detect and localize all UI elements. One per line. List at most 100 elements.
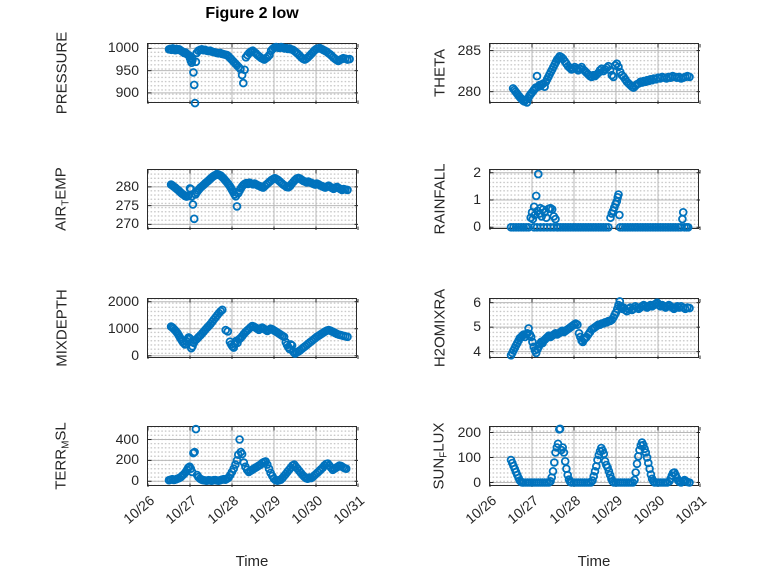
y-tick-label: 280 xyxy=(457,82,481,99)
plot-area-rainfall xyxy=(489,169,701,232)
data-point-marker xyxy=(604,222,613,232)
y-tick-label: 1 xyxy=(473,191,481,207)
x-tick-label: 10/29 xyxy=(246,492,284,527)
y-tick-label: 5 xyxy=(473,318,481,335)
plot-svg xyxy=(489,297,701,360)
x-tick-label: 10/27 xyxy=(504,492,542,527)
data-point-marker xyxy=(546,476,555,486)
data-point-marker xyxy=(231,460,240,469)
data-point-marker xyxy=(343,185,352,195)
data-point-marker xyxy=(642,453,652,462)
data-point-marker xyxy=(240,65,249,75)
plot-svg xyxy=(489,169,701,232)
data-point-marker xyxy=(589,471,598,481)
x-tick-label: 10/29 xyxy=(588,492,626,527)
plot-svg xyxy=(489,424,701,487)
data-point-marker xyxy=(263,460,272,469)
scatter-series-rainfall xyxy=(506,169,693,232)
plot-area-theta xyxy=(489,43,701,107)
scatter-series-terrmsl xyxy=(164,424,351,485)
data-point-marker xyxy=(558,443,567,452)
x-tick-label: 10/28 xyxy=(546,492,584,527)
y-tick-label: 270 xyxy=(115,215,139,232)
data-point-marker xyxy=(560,456,570,466)
data-point-marker xyxy=(191,424,201,434)
y-tick-label: 0 xyxy=(131,346,139,363)
y-tick-label: 2 xyxy=(473,163,481,180)
data-point-marker xyxy=(235,435,244,444)
data-point-marker xyxy=(639,440,648,450)
data-point-marker xyxy=(640,444,649,454)
subplot-airtemp: AIRTEMP 270 275 280 xyxy=(53,167,359,231)
data-point-marker xyxy=(609,72,618,82)
data-point-marker xyxy=(190,98,200,108)
x-tick-label: 10/31 xyxy=(672,492,710,527)
data-point-marker xyxy=(533,169,543,179)
scatter-series-airtemp xyxy=(166,169,352,224)
y-tick-label: 200 xyxy=(457,423,481,440)
plot-area-airtemp xyxy=(147,169,359,230)
scatter-series-sunflux xyxy=(506,424,694,487)
y-tick-label: 950 xyxy=(115,61,139,78)
x-tick-label: 10/26 xyxy=(462,492,500,527)
y-tick-label: 100 xyxy=(457,448,481,465)
subplot-theta: THETA 280 285 xyxy=(432,43,701,107)
scatter-series-theta xyxy=(508,51,694,107)
data-point-marker xyxy=(541,213,551,222)
data-point-marker xyxy=(189,214,199,224)
plot-area-terrmsl xyxy=(147,424,359,487)
subplot-pressure: PRESSURE 900 950 1000 xyxy=(54,32,359,114)
data-point-marker xyxy=(232,202,242,211)
scatter-series-pressure xyxy=(164,42,354,108)
data-point-marker xyxy=(223,327,233,336)
x-tick-label: 10/27 xyxy=(162,492,200,527)
y-axis-label-pressure: PRESSURE xyxy=(54,32,71,115)
subplot-terrmsl: TERRMSL 0 200 400 10/26 10/27 10/28 10/29 10/30… xyxy=(53,422,368,527)
y-tick-label: 0 xyxy=(473,218,481,235)
data-point-marker xyxy=(524,222,533,232)
data-point-marker xyxy=(614,62,623,72)
y-axis-label-terrmsl: TERRMSL xyxy=(53,422,72,490)
y-tick-label: 1000 xyxy=(107,39,139,56)
data-point-marker xyxy=(239,458,249,467)
y-tick-label: 200 xyxy=(115,451,139,468)
data-point-marker xyxy=(603,463,612,472)
plot-area-mixdepth xyxy=(147,298,359,359)
x-tick-label: 10/28 xyxy=(204,492,242,527)
data-point-marker xyxy=(528,214,538,224)
x-tick-label: 10/31 xyxy=(330,492,368,527)
x-tick-label: 10/26 xyxy=(120,492,158,527)
data-point-marker xyxy=(555,424,565,434)
data-point-marker xyxy=(685,303,694,313)
plot-svg xyxy=(147,42,359,108)
data-point-marker xyxy=(615,210,624,220)
data-point-marker xyxy=(605,65,615,75)
data-point-marker xyxy=(550,458,559,467)
data-point-marker xyxy=(540,82,549,91)
data-point-marker xyxy=(632,459,642,469)
plot-area-h2omixra xyxy=(489,297,701,360)
x-axis-title-right: Time xyxy=(577,553,611,570)
y-tick-label: 6 xyxy=(473,293,481,310)
y-axis-label-mixdepth: MIXDEPTH xyxy=(54,289,71,367)
data-point-marker xyxy=(683,222,693,232)
data-point-marker xyxy=(264,464,274,473)
figure-title: Figure 2 low xyxy=(205,5,299,22)
data-point-marker xyxy=(532,71,542,81)
data-point-marker xyxy=(189,448,198,458)
data-point-marker xyxy=(188,200,198,209)
data-point-marker xyxy=(599,449,609,459)
y-axis-label-text: M xyxy=(60,440,72,449)
subplot-mixdepth: MIXDEPTH 0 1000 2000 xyxy=(54,289,359,367)
data-point-marker xyxy=(593,455,602,465)
x-axis-title-left: Time xyxy=(235,553,269,570)
data-point-marker xyxy=(263,52,272,62)
data-point-marker xyxy=(590,466,600,476)
data-point-marker xyxy=(531,191,541,201)
y-tick-label: 0 xyxy=(131,472,139,489)
y-tick-label: 2000 xyxy=(107,292,139,309)
y-tick-label: 0 xyxy=(473,473,481,490)
plot-area-pressure xyxy=(147,42,359,108)
y-tick-label: 275 xyxy=(115,196,139,213)
